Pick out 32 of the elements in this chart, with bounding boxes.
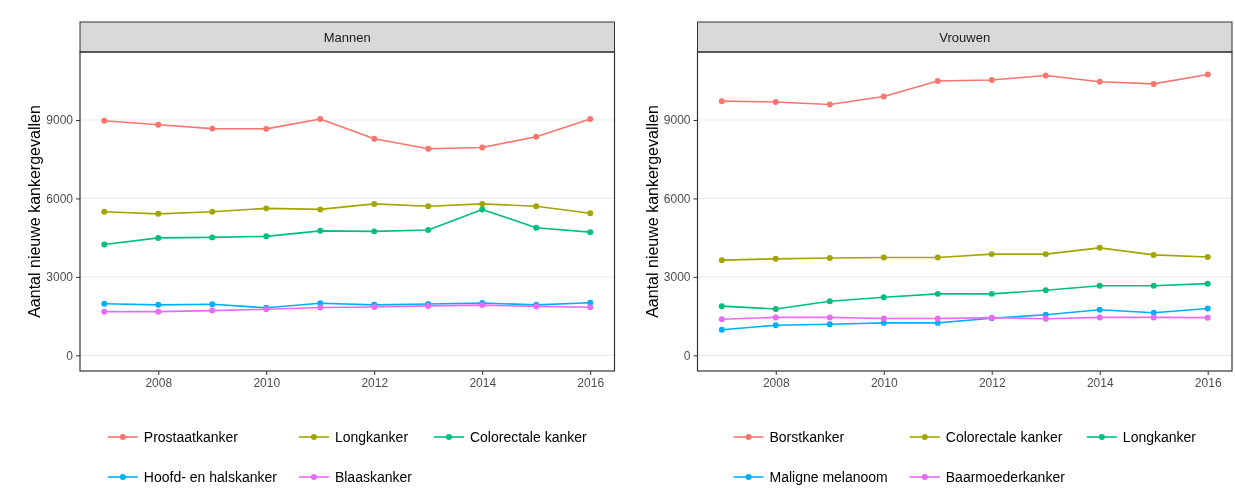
y-tick-label: 0: [683, 348, 691, 363]
y-tick-label: 9000: [46, 113, 74, 128]
y-axis-title: Aantal nieuwe kankergevallen: [26, 105, 43, 318]
x-tick-label: 2012: [361, 375, 389, 390]
chart-title: Vrouwen: [939, 30, 991, 45]
legend-label: Colorectale kanker: [945, 429, 1063, 445]
y-axis-title: Aantal nieuwe kankergevallen: [643, 105, 661, 318]
x-tick-label: 2008: [762, 375, 790, 390]
legend-label: Colorectale kanker: [469, 429, 588, 445]
x-tick-label: 2010: [253, 375, 281, 390]
legend-label: Longkanker: [1122, 429, 1197, 445]
y-tick-label: 9000: [663, 113, 691, 128]
legend-label: Longkanker: [334, 429, 409, 445]
legend-label: Borstkanker: [769, 429, 845, 445]
legend-label: Prostaatkanker: [143, 429, 239, 445]
x-tick-label: 2014: [469, 375, 497, 390]
y-tick-label: 3000: [663, 270, 691, 285]
x-tick-label: 2008: [145, 375, 173, 390]
y-tick-label: 0: [66, 348, 74, 363]
legend-label: Blaaskanker: [334, 469, 413, 485]
chart-title: Mannen: [323, 30, 371, 45]
y-tick-label: 6000: [46, 191, 74, 206]
x-tick-label: 2016: [1194, 375, 1222, 390]
legend-label: Baarmoederkanker: [945, 469, 1066, 485]
x-tick-label: 2012: [978, 375, 1006, 390]
y-tick-label: 6000: [663, 191, 691, 206]
x-tick-label: 2016: [577, 375, 605, 390]
x-tick-label: 2014: [1086, 375, 1114, 390]
x-tick-label: 2010: [870, 375, 898, 390]
legend-label: Maligne melanoom: [769, 469, 888, 485]
y-tick-label: 3000: [46, 270, 74, 285]
legend-label: Hoofd- en halskanker: [143, 469, 278, 485]
